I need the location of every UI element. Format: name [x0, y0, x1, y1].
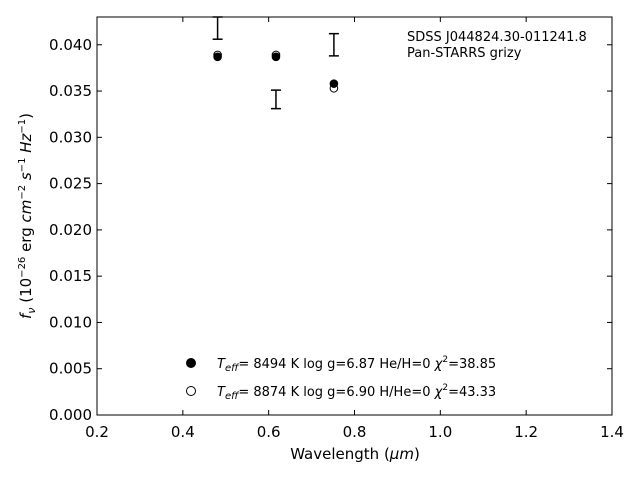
x-tick-label: 0.6 [257, 423, 281, 441]
y-tick-label: 0.010 [49, 313, 92, 331]
y-tick-label: 0.020 [49, 221, 92, 239]
annotation-photometry: Pan-STARRS grizy [407, 46, 522, 61]
x-tick-label: 1.2 [514, 423, 538, 441]
y-tick-label: 0.030 [49, 128, 92, 146]
x-axis-label: Wavelength (μm) [290, 445, 420, 463]
open-model-point [271, 50, 281, 60]
x-tick-label: 0.8 [343, 423, 367, 441]
y-axis-ticks: 0.000 0.005 0.010 0.015 0.020 0.025 0.030 0.035… [49, 36, 612, 424]
x-tick-label: 0.2 [85, 423, 109, 441]
legend-entry-1: Teff= 8494 K log g=6.87 He/H=0 χ2=38.85 [217, 355, 496, 374]
filled-model-point [329, 79, 339, 88]
x-axis-ticks: 0.2 0.4 0.6 0.8 1.0 1.2 1.4 [85, 17, 624, 441]
annotation-object-name: SDSS J044824.30-011241.8 [407, 30, 587, 45]
filled-model-point [271, 52, 281, 62]
model-points [213, 50, 339, 93]
x-tick-label: 1.4 [600, 423, 624, 441]
y-tick-label: 0.040 [49, 36, 92, 54]
x-tick-label: 1.0 [428, 423, 452, 441]
filled-model-point [213, 52, 222, 62]
legend-open-marker [186, 386, 196, 396]
x-tick-label: 0.4 [171, 423, 195, 441]
plot-frame [96, 16, 613, 416]
y-axis-label: fν (10−26 erg cm−2 s−1 Hz−1) [17, 113, 38, 319]
legend: Teff= 8494 K log g=6.87 He/H=0 χ2=38.85 … [186, 355, 496, 402]
open-model-point [329, 83, 339, 93]
y-tick-label: 0.015 [49, 267, 92, 285]
open-model-point [213, 50, 222, 60]
y-tick-label: 0.035 [49, 82, 92, 100]
legend-filled-marker [186, 358, 196, 368]
observed-error-bars [212, 16, 339, 110]
y-tick-label: 0.000 [49, 406, 92, 424]
y-tick-label: 0.025 [49, 175, 92, 193]
y-tick-label: 0.005 [49, 360, 92, 378]
legend-entry-2: Teff= 8874 K log g=6.90 H/He=0 χ2=43.33 [217, 383, 496, 402]
